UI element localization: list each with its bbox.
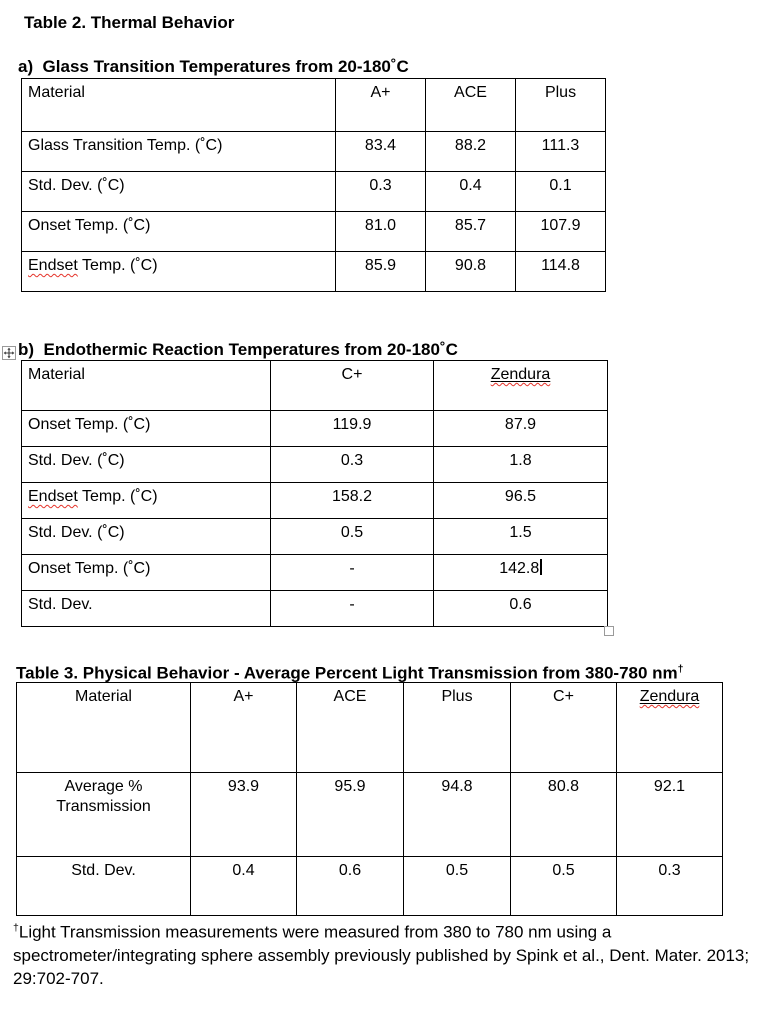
row-label: Std. Dev. [21,590,271,627]
cell-value: 0.6 [296,856,404,916]
cell-value: 83.4 [335,131,426,172]
column-header-material: Material [21,78,336,132]
heading-table-b: b) Endothermic Reaction Temperatures fro… [18,340,458,359]
table-move-handle-icon[interactable] [2,346,16,360]
heading-table-a: a) Glass Transition Temperatures from 20… [18,57,409,76]
cell-value: - [270,590,434,627]
cell-value: 1.8 [433,446,608,483]
dagger-superscript: † [677,663,684,675]
table-row: Endset Temp. (˚C) 158.2 96.5 [21,482,608,519]
column-header-zendura: Zendura [616,682,723,773]
cell-value: 0.5 [270,518,434,555]
cell-value: 142.8 [433,554,608,591]
table-header-row: Material A+ ACE Plus [21,78,606,132]
cell-value: 0.4 [190,856,297,916]
text-cursor [540,559,542,575]
row-label: Std. Dev. (˚C) [21,171,336,212]
footnote: †Light Transmission measurements were me… [13,917,758,990]
cell-value: 81.0 [335,211,426,252]
table-row: Onset Temp. (˚C) 81.0 85.7 107.9 [21,211,606,252]
row-label: Std. Dev. (˚C) [21,518,271,555]
row-label-rest: Temp. (˚C) [77,488,158,505]
dagger-superscript: † [13,922,19,934]
table-row: Onset Temp. (˚C) - 142.8 [21,554,608,591]
cell-value: 158.2 [270,482,434,519]
row-label: Onset Temp. (˚C) [21,554,271,591]
cell-value: 111.3 [515,131,606,172]
row-label: Average % Transmission [16,772,191,857]
cell-value: 0.5 [510,856,617,916]
misspelled-word: Zendura [639,688,700,705]
row-label: Onset Temp. (˚C) [21,410,271,447]
table-light-transmission: Material A+ ACE Plus C+ Zendura Average … [16,682,723,916]
cell-value: 85.7 [425,211,516,252]
cell-value: 0.3 [270,446,434,483]
cell-value: 93.9 [190,772,297,857]
cell-value: 114.8 [515,251,606,292]
cell-value: 94.8 [403,772,511,857]
table-endothermic-reaction: Material C+ Zendura Onset Temp. (˚C) 119… [21,360,608,627]
row-label-rest: Temp. (˚C) [77,257,158,274]
row-label: Glass Transition Temp. (˚C) [21,131,336,172]
column-header-c-plus: C+ [510,682,617,773]
table-header-row: Material C+ Zendura [21,360,608,411]
cell-value: 96.5 [433,482,608,519]
column-header-ace: ACE [296,682,404,773]
cell-value: 85.9 [335,251,426,292]
cell-value: 90.8 [425,251,516,292]
column-header-material: Material [21,360,271,411]
table-resize-handle[interactable] [604,626,614,636]
table-row: Std. Dev. - 0.6 [21,590,608,627]
column-header-a-plus: A+ [190,682,297,773]
cell-value: 88.2 [425,131,516,172]
table-row: Onset Temp. (˚C) 119.9 87.9 [21,410,608,447]
row-label: Endset Temp. (˚C) [21,482,271,519]
column-header-a-plus: A+ [335,78,426,132]
cell-value: 0.6 [433,590,608,627]
cell-value: 0.3 [335,171,426,212]
cell-value: - [270,554,434,591]
misspelled-word: Endset [28,257,78,274]
column-header-zendura: Zendura [433,360,608,411]
misspelled-word: Endset [28,488,78,505]
column-header-c-plus: C+ [270,360,434,411]
row-label: Std. Dev. (˚C) [21,446,271,483]
table3-title: Table 3. Physical Behavior - Average Per… [16,663,684,683]
table-row: Average % Transmission 93.9 95.9 94.8 80… [16,772,723,857]
cell-value: 80.8 [510,772,617,857]
cell-value: 0.5 [403,856,511,916]
table-row: Glass Transition Temp. (˚C) 83.4 88.2 11… [21,131,606,172]
table-row: Endset Temp. (˚C) 85.9 90.8 114.8 [21,251,606,292]
column-header-plus: Plus [403,682,511,773]
cell-value: 107.9 [515,211,606,252]
cell-value: 95.9 [296,772,404,857]
table-row: Std. Dev. (˚C) 0.5 1.5 [21,518,608,555]
cell-value: 0.1 [515,171,606,212]
row-label: Onset Temp. (˚C) [21,211,336,252]
row-label: Std. Dev. [16,856,191,916]
table-glass-transition: Material A+ ACE Plus Glass Transition Te… [21,78,606,292]
row-label: Endset Temp. (˚C) [21,251,336,292]
table-row: Std. Dev. (˚C) 0.3 0.4 0.1 [21,171,606,212]
table-row: Std. Dev. (˚C) 0.3 1.8 [21,446,608,483]
table-header-row: Material A+ ACE Plus C+ Zendura [16,682,723,773]
cell-value: 0.4 [425,171,516,212]
table-row: Std. Dev. 0.4 0.6 0.5 0.5 0.3 [16,856,723,916]
cell-value: 87.9 [433,410,608,447]
table2-title: Table 2. Thermal Behavior [24,13,235,32]
cell-value: 119.9 [270,410,434,447]
cell-value: 1.5 [433,518,608,555]
column-header-plus: Plus [515,78,606,132]
misspelled-word: Zendura [490,366,551,383]
column-header-material: Material [16,682,191,773]
cell-value: 0.3 [616,856,723,916]
footnote-text: Light Transmission measurements were mea… [13,922,750,988]
cell-value: 92.1 [616,772,723,857]
column-header-ace: ACE [425,78,516,132]
